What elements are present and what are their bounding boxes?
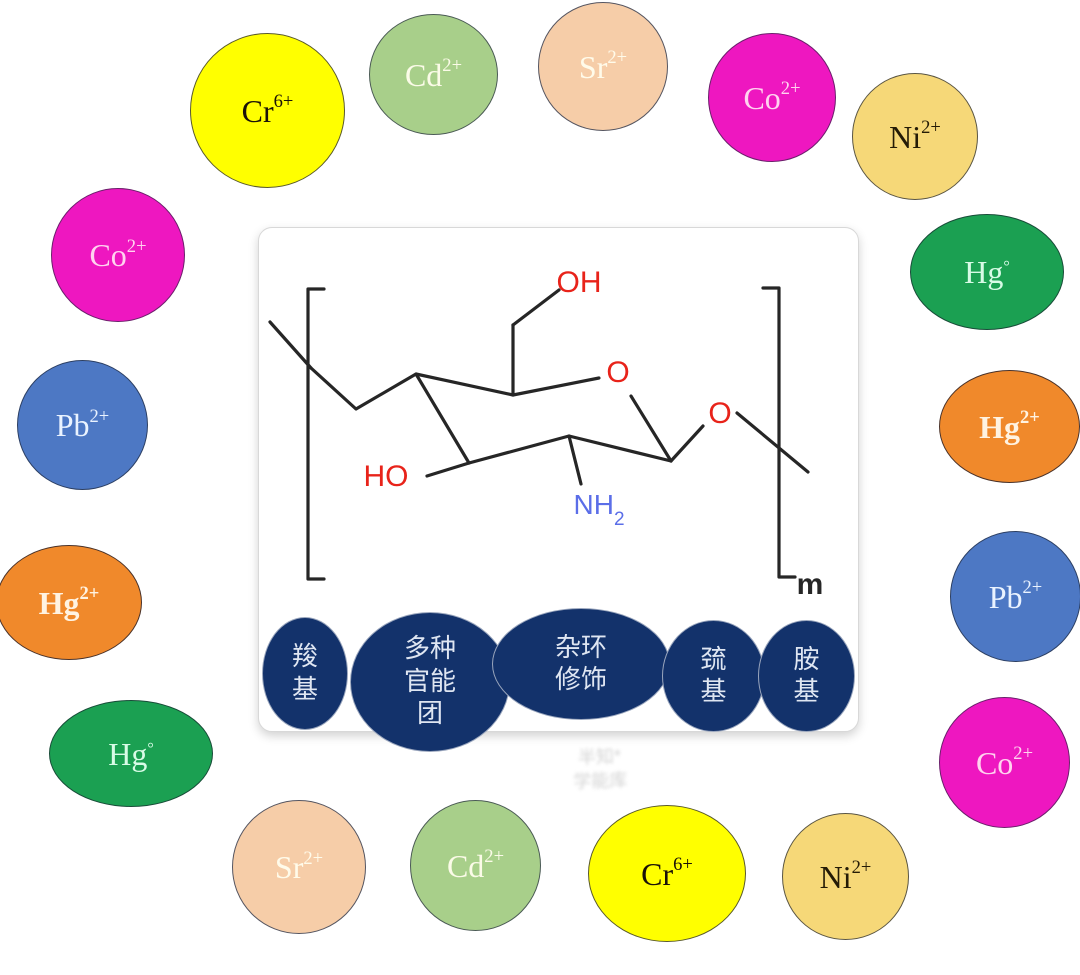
svg-text:O: O (708, 397, 731, 430)
svg-text:NH2: NH2 (573, 489, 624, 530)
svg-text:O: O (606, 356, 629, 389)
svg-text:OH: OH (557, 266, 602, 299)
svg-text:HO: HO (364, 460, 409, 493)
svg-text:m: m (797, 568, 824, 601)
